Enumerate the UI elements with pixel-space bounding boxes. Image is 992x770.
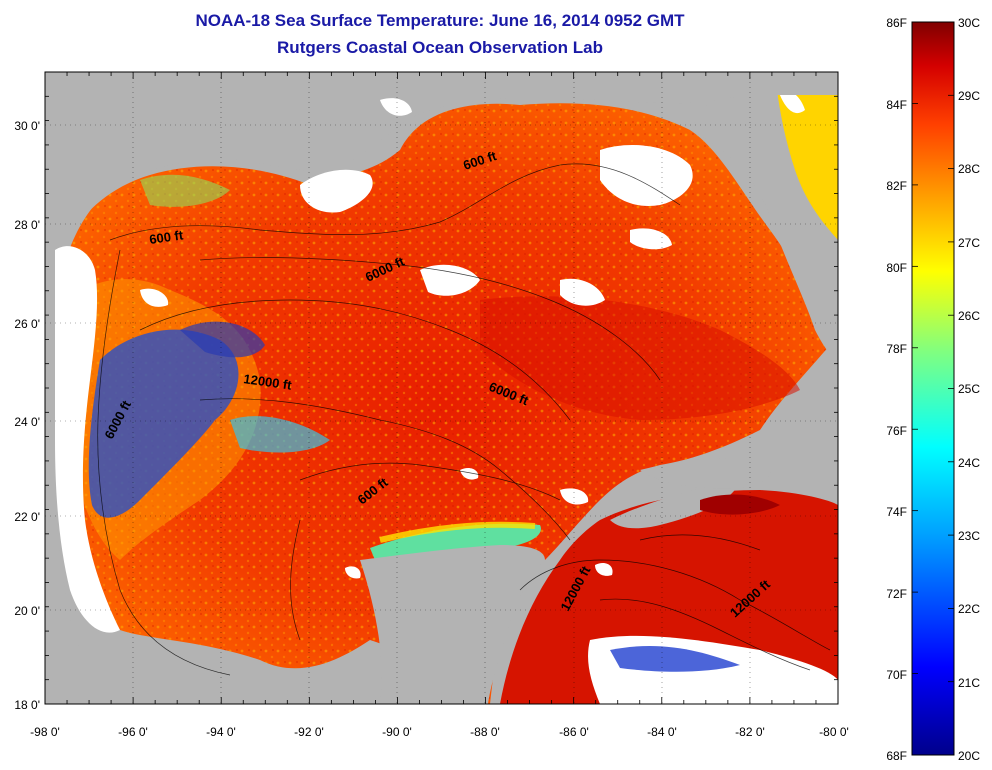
cuba-island xyxy=(610,480,740,529)
y-tick-label: 26 0' xyxy=(14,317,40,331)
colorbar-f-label: 78F xyxy=(886,342,907,356)
loop-current-warm xyxy=(480,296,800,420)
x-tick-label: -98 0' xyxy=(30,725,60,739)
cuba-western xyxy=(640,458,771,489)
cold-eddy-north xyxy=(180,321,265,358)
temperature-colorbar xyxy=(911,21,955,756)
colorbar-f-label: 80F xyxy=(886,261,907,275)
colorbar-c-label: 21C xyxy=(958,676,980,690)
y-tick-label: 24 0' xyxy=(14,415,40,429)
y-tick-label: 22 0' xyxy=(14,510,40,524)
colorbar-f-label: 82F xyxy=(886,179,907,193)
x-axis: -98 0' -96 0' -94 0' -92 0' -90 0' -88 0… xyxy=(30,725,849,739)
x-tick-label: -94 0' xyxy=(206,725,236,739)
y-axis: 30 0' 28 0' 26 0' 24 0' 22 0' 20 0' 18 0… xyxy=(14,119,40,712)
y-tick-label: 28 0' xyxy=(14,218,40,232)
y-tick-label: 20 0' xyxy=(14,604,40,618)
bathymetry-contours xyxy=(97,163,831,676)
x-tick-label: -80 0' xyxy=(819,725,849,739)
colorbar-c-label: 22C xyxy=(958,602,980,616)
atlantic-cloud xyxy=(778,89,805,114)
upwelling-front xyxy=(379,521,536,543)
x-tick-label: -96 0' xyxy=(118,725,148,739)
colorbar-c-label: 30C xyxy=(958,16,980,30)
colorbar-f-label: 70F xyxy=(886,668,907,682)
atlantic-warm-strip xyxy=(775,72,838,240)
colorbar-f-label: 74F xyxy=(886,505,907,519)
y-tick-label: 30 0' xyxy=(14,119,40,133)
warm-caribbean-core xyxy=(700,494,780,515)
colorbar-c-label: 26C xyxy=(958,309,980,323)
colorbar-c-label: 28C xyxy=(958,162,980,176)
cool-patch-texas-shelf xyxy=(140,174,230,207)
northern-gulf-coast xyxy=(45,72,838,280)
cool-patch-cyan xyxy=(230,416,330,453)
caribbean-cool-streak xyxy=(610,645,740,672)
western-cloud-strip xyxy=(55,246,120,633)
colorbar-c-label: 20C xyxy=(958,749,980,763)
colorbar-fahrenheit-labels: 86F 84F 82F 80F 78F 76F 74F 72F 70F 68F xyxy=(886,16,907,763)
x-tick-label: -86 0' xyxy=(559,725,589,739)
graticule xyxy=(45,72,838,704)
colorbar-f-label: 84F xyxy=(886,98,907,112)
cloud-patches xyxy=(140,98,693,579)
map-plot-area xyxy=(45,72,838,704)
colorbar-c-label: 24C xyxy=(958,456,980,470)
colorbar-f-label: 86F xyxy=(886,16,907,30)
colorbar-c-label: 25C xyxy=(958,382,980,396)
cold-eddy-blue xyxy=(88,329,239,518)
colorbar-f-label: 72F xyxy=(886,587,907,601)
contour-label: 600 ft xyxy=(148,227,184,247)
map-title: NOAA-18 Sea Surface Temperature: June 16… xyxy=(195,11,685,30)
colorbar-celsius-labels: 30C 29C 28C 27C 26C 25C 24C 23C 22C 21C … xyxy=(958,16,980,763)
colorbar-c-label: 27C xyxy=(958,236,980,250)
axis-ticks xyxy=(44,71,839,705)
contour-label: 12000 ft xyxy=(243,371,294,393)
sst-texture xyxy=(56,103,830,704)
yucatan-peninsula xyxy=(360,545,545,704)
colorbar-c-label: 29C xyxy=(958,89,980,103)
y-tick-label: 18 0' xyxy=(14,698,40,712)
x-tick-label: -92 0' xyxy=(294,725,324,739)
map-subtitle: Rutgers Coastal Ocean Observation Lab xyxy=(277,38,603,57)
colorbar-f-label: 76F xyxy=(886,424,907,438)
colorbar-ticks xyxy=(912,21,954,756)
x-tick-label: -82 0' xyxy=(735,725,765,739)
x-tick-label: -90 0' xyxy=(382,725,412,739)
colorbar-c-label: 23C xyxy=(958,529,980,543)
yucatan-upwelling xyxy=(370,523,541,560)
x-tick-label: -84 0' xyxy=(647,725,677,739)
colorbar-f-label: 68F xyxy=(886,749,907,763)
x-tick-label: -88 0' xyxy=(470,725,500,739)
